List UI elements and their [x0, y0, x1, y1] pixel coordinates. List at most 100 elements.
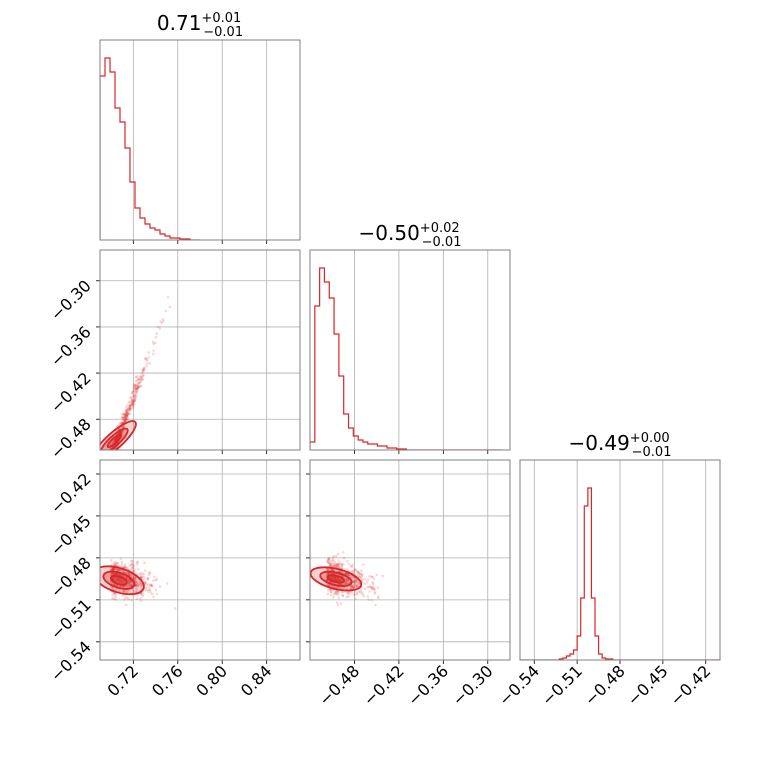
scatter_3_1-sample-point — [149, 591, 153, 594]
scatter_2_1-sample-point — [135, 387, 138, 391]
scatter_2_1-ytick-label: −0.30 — [47, 276, 95, 324]
scatter_2_1-sample-point — [136, 379, 139, 382]
scatter_2_1-sample-point — [130, 403, 134, 407]
scatter_2_1-sample-point — [106, 464, 109, 467]
scatter_3_1-sample-point — [124, 603, 128, 607]
scatter_2_1-sample-point — [124, 414, 128, 418]
scatter_3_2-sample-point — [334, 578, 338, 581]
scatter_3_2-sample-point — [336, 563, 340, 566]
scatter_2_1-sample-point — [106, 462, 109, 465]
scatter_2_1-sample-point — [120, 431, 124, 435]
scatter_2_1-sample-point — [125, 415, 129, 418]
scatter_3_2-sample-point — [351, 586, 355, 589]
scatter_3_2-sample-point — [373, 587, 376, 591]
hist_1-title: 0.71+0.01 −0.01 — [157, 11, 243, 40]
scatter_2_1-sample-point — [102, 477, 105, 480]
scatter_2_1-sample-point — [112, 451, 115, 454]
scatter_3_2-sample-point — [332, 578, 336, 582]
scatter_3_2-sample-point — [329, 590, 332, 593]
scatter_3_1-sample-point — [129, 568, 133, 572]
scatter_2_1-sample-point — [136, 385, 140, 389]
scatter_2_1-contour — [106, 433, 123, 448]
scatter_2_1-sample-point — [119, 431, 123, 434]
scatter_3_2-sample-point — [328, 564, 332, 567]
scatter_3_1-sample-point — [141, 594, 144, 598]
scatter_3_1-sample-point — [140, 573, 143, 577]
scatter_3_2-sample-point — [354, 584, 358, 588]
scatter_3_2-sample-point — [336, 552, 340, 556]
scatter_2_1-sample-point — [125, 410, 128, 413]
scatter_3_2-sample-point — [326, 568, 330, 572]
scatter_2_1-sample-point — [124, 419, 127, 423]
scatter_3_1-contour — [109, 574, 128, 586]
scatter_3_2-sample-point — [346, 592, 350, 595]
scatter_3_2-sample-point — [331, 568, 334, 571]
hist_3-title: −0.49+0.00 −0.01 — [569, 431, 672, 460]
scatter_3_2-sample-point — [357, 571, 361, 575]
scatter_3_2-sample-point — [330, 563, 334, 566]
scatter_2_1-sample-point — [106, 464, 109, 467]
scatter_3_2-sample-point — [340, 586, 344, 590]
scatter_2_1-sample-point — [130, 399, 134, 402]
scatter_2_1-sample-point — [110, 453, 113, 456]
scatter_2_1-sample-point — [159, 320, 163, 323]
scatter_3_2-frame — [309, 459, 511, 661]
scatter_2_1-sample-point — [104, 471, 107, 474]
scatter_3_2-sample-point — [340, 564, 343, 567]
scatter_3_1-sample-point — [133, 576, 137, 580]
scatter_2_1-sample-point — [109, 464, 112, 467]
scatter_3_1-sample-point — [124, 566, 128, 569]
scatter_3_2-sample-point — [332, 554, 336, 558]
scatter_2_1-sample-point — [120, 415, 124, 419]
scatter_3_2-sample-point — [333, 564, 336, 567]
scatter_3_1-sample-point — [118, 585, 122, 588]
scatter_2_1-sample-point — [107, 466, 110, 469]
scatter_2_1-sample-point — [105, 465, 108, 468]
scatter_2_1-sample-point — [105, 462, 108, 465]
scatter_3_1-sample-point — [147, 590, 150, 593]
scatter_3_1-sample-point — [123, 565, 127, 569]
scatter_3_1-sample-point — [115, 561, 119, 565]
scatter_3_2-sample-point — [352, 592, 356, 596]
scatter_2_1-sample-point — [122, 412, 126, 416]
hist_3-xtick-label: −0.42 — [666, 661, 714, 709]
scatter_2_1-sample-point — [143, 366, 146, 370]
scatter_3_2-sample-point — [367, 598, 370, 602]
scatter_3_1-sample-point — [147, 573, 151, 576]
scatter_3_1-sample-point — [110, 571, 114, 575]
scatter_2_1-sample-point — [131, 403, 134, 407]
scatter_3_2-sample-point — [340, 562, 344, 566]
scatter_2_1-sample-point — [109, 463, 112, 466]
scatter_2_1-sample-point — [108, 462, 111, 465]
hist_1-step-line — [100, 57, 200, 240]
scatter_3_1-sample-point — [114, 572, 118, 576]
scatter_2_1-sample-point — [145, 359, 149, 363]
scatter_3_1-sample-point — [133, 575, 136, 579]
scatter_3_2-sample-point — [332, 576, 336, 580]
scatter_3_1-sample-point — [114, 563, 117, 566]
scatter_3_1-sample-point — [128, 581, 131, 585]
scatter_3_2-sample-point — [337, 565, 341, 569]
scatter_3_1-sample-point — [113, 592, 117, 596]
scatter_2_1-sample-point — [135, 394, 138, 397]
scatter_2_1-sample-point — [125, 408, 128, 411]
scatter_2_1-sample-point — [145, 357, 148, 361]
scatter_3_2-sample-point — [371, 585, 375, 588]
scatter_3_1-sample-point — [116, 576, 119, 580]
scatter_2_1-sample-point — [131, 405, 135, 408]
scatter_2_1-sample-point — [134, 395, 137, 398]
scatter_2_1-sample-point — [121, 425, 124, 429]
scatter_2_1-sample-point — [124, 411, 128, 415]
scatter_2_1-sample-point — [107, 466, 110, 469]
scatter_2_1-sample-point — [105, 471, 108, 474]
scatter_2_1-sample-point — [125, 413, 129, 417]
scatter_3_2-xtick-label: −0.48 — [315, 661, 363, 709]
scatter_3_2-sample-point — [327, 557, 330, 561]
scatter_3_1-sample-point — [112, 568, 116, 572]
scatter_2_1-sample-point — [141, 370, 145, 374]
scatter_2_1-sample-point — [109, 464, 112, 467]
scatter_2_1-sample-point — [144, 357, 147, 361]
scatter_2_1-frame — [99, 249, 301, 451]
scatter_3_2-sample-point — [340, 566, 344, 570]
scatter_2_1-sample-point — [114, 438, 118, 442]
